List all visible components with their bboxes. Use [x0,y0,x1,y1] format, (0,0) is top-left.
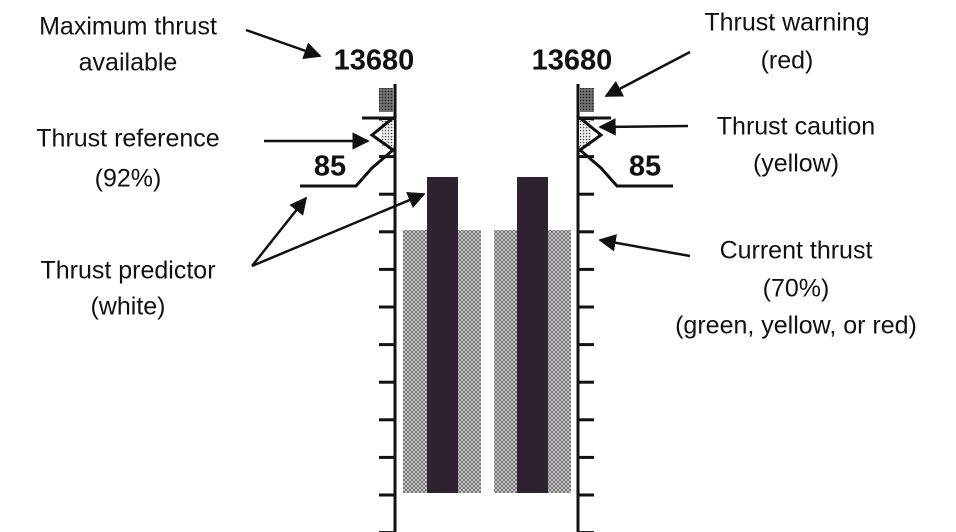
label: Thrust warning [704,9,869,37]
left-predictor [427,177,458,493]
scale-ticks [379,117,594,532]
arrow [251,196,308,267]
arrow [245,28,322,60]
right-predictor [517,177,548,493]
label: (white) [90,293,165,321]
reference-value: 85 [629,151,661,183]
label: Thrust predictor [40,257,215,285]
label: Current thrust [720,237,873,265]
right-caution [579,120,591,146]
max-value: 13680 [334,45,415,77]
left-warning [379,88,393,112]
right-warning [580,88,594,112]
arrow [598,234,691,258]
label: (70%) [763,275,830,303]
label: (green, yellow, or red) [675,312,917,340]
label: Maximum thrust [39,13,217,41]
label: (yellow) [753,150,839,178]
label: available [79,49,178,77]
reference-value: 85 [314,151,346,183]
label: Thrust reference [36,125,219,153]
arrow [251,192,426,268]
arrow [598,118,689,136]
max-value: 13680 [532,45,613,77]
label: (92%) [95,165,162,193]
left-caution [382,120,394,146]
arrow [604,50,691,98]
label: Thrust caution [717,113,875,141]
label: (red) [761,47,814,75]
right-reference-bug [575,116,673,188]
left-reference-bug [300,116,398,188]
